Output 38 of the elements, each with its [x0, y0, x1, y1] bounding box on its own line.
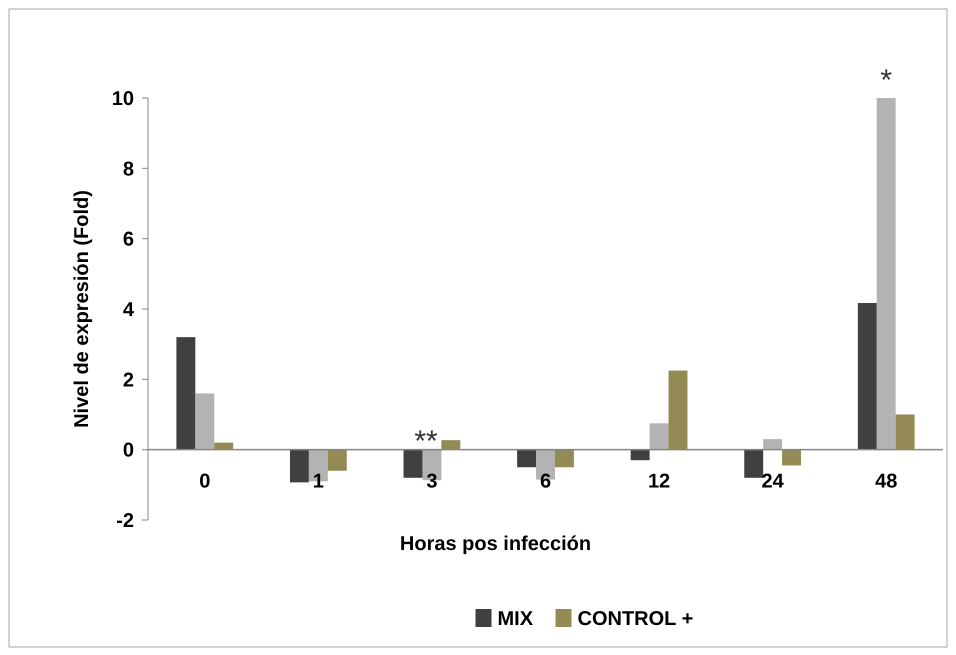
- x-tick-label: 0: [199, 470, 210, 493]
- bar: [763, 439, 782, 450]
- bar: [876, 98, 896, 450]
- bar: [517, 450, 536, 468]
- legend-label: CONTROL +: [578, 608, 694, 630]
- x-tick-label: 6: [540, 470, 552, 493]
- y-tick-label: 8: [122, 158, 134, 180]
- x-tick-label: 24: [762, 470, 785, 493]
- annotation: *: [880, 64, 892, 97]
- bar: [650, 423, 669, 450]
- bar: [328, 450, 347, 471]
- x-tick-label: 1: [312, 470, 324, 493]
- y-tick-label: 10: [112, 88, 134, 110]
- y-tick-label: 2: [122, 369, 134, 392]
- bar: [441, 440, 460, 450]
- bar: [176, 337, 196, 450]
- y-axis-title: Nivel de expresión (Fold): [71, 190, 93, 428]
- x-axis-title: Horas pos infección: [400, 533, 592, 555]
- bar: [630, 450, 650, 460]
- bar: [668, 370, 688, 450]
- bar: [195, 393, 214, 450]
- x-tick-label: 48: [875, 470, 898, 493]
- bar: [744, 450, 764, 478]
- bar: [214, 442, 234, 450]
- bar: [896, 414, 915, 450]
- y-tick-label: 0: [122, 440, 134, 462]
- legend-label: MIX: [498, 608, 534, 630]
- y-tick-label: 6: [122, 228, 134, 251]
- bar: [554, 450, 574, 468]
- x-tick-label: 3: [426, 470, 438, 493]
- y-tick-label: 4: [122, 299, 135, 321]
- bar: [404, 450, 422, 478]
- bar: [858, 303, 877, 450]
- bar: [290, 450, 309, 482]
- annotation: **: [414, 425, 438, 458]
- x-tick-label: 12: [648, 470, 670, 493]
- bar: [782, 450, 802, 466]
- y-tick-label: -2: [116, 510, 134, 532]
